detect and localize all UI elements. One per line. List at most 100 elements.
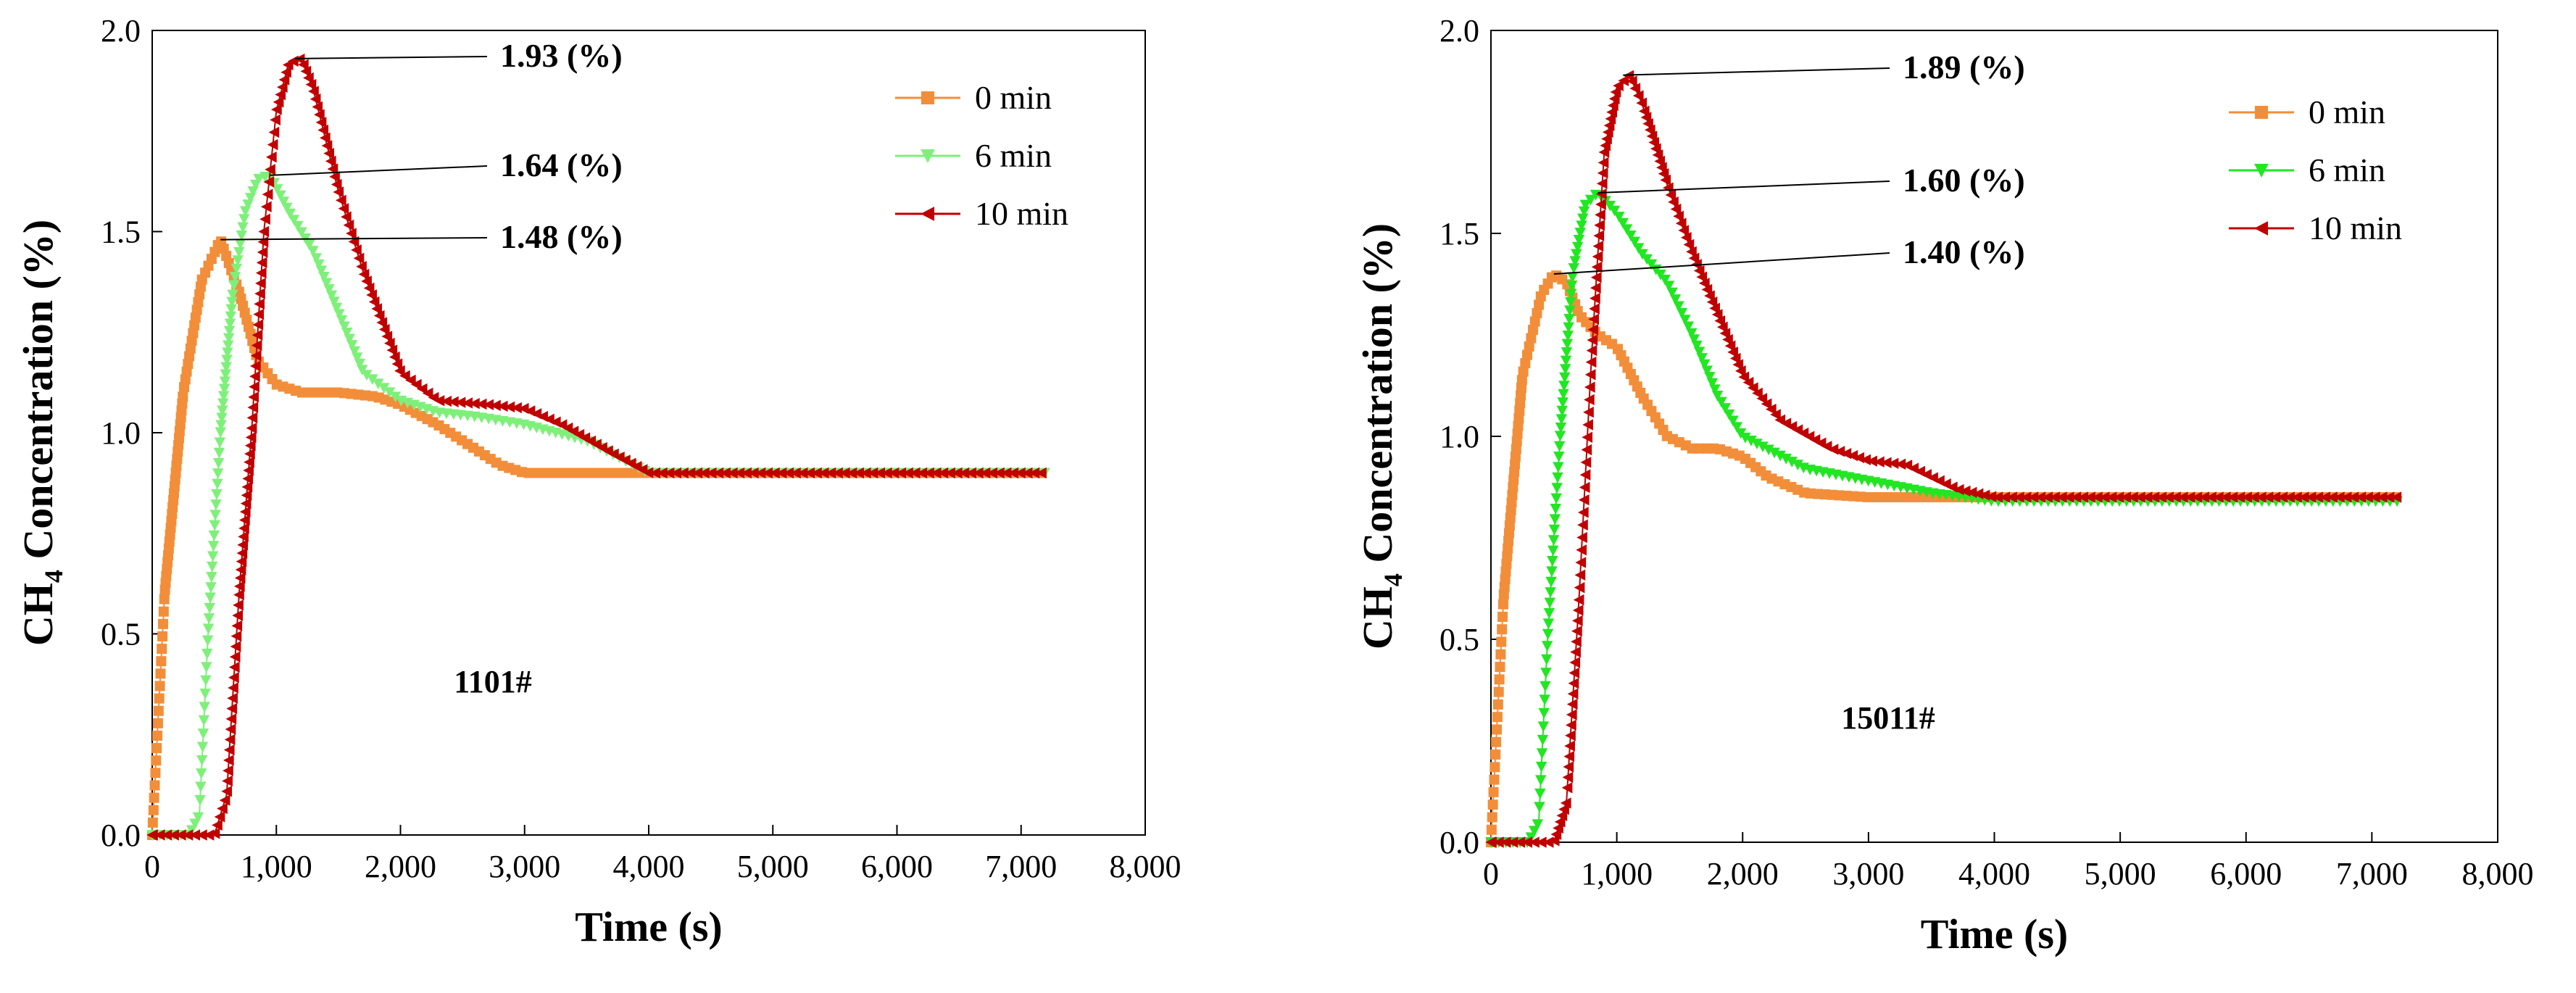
data-point — [152, 730, 163, 741]
data-point — [2362, 491, 2373, 503]
data-point — [1595, 188, 1607, 200]
data-point — [1521, 836, 1533, 848]
data-point — [1535, 761, 1547, 773]
data-point — [1569, 256, 1581, 267]
legend-marker — [921, 149, 935, 163]
data-point — [281, 202, 293, 214]
data-point — [192, 812, 204, 823]
data-point — [1545, 587, 1556, 598]
y-tick-label: 0.5 — [1439, 622, 1479, 657]
legend: 0 min 6 min 10 min — [2229, 94, 2402, 246]
data-point — [1626, 75, 1637, 87]
data-point — [1543, 608, 1555, 619]
data-point — [1663, 281, 1675, 292]
data-point — [230, 263, 242, 275]
data-point — [1601, 133, 1612, 145]
data-point — [394, 365, 405, 377]
x-tick-label: 4,000 — [613, 849, 685, 884]
data-point — [1567, 688, 1579, 699]
data-point — [768, 467, 780, 479]
data-point — [292, 220, 304, 232]
data-point — [1714, 315, 1726, 327]
data-point — [475, 398, 487, 410]
data-point — [1576, 531, 1587, 544]
data-point — [1571, 615, 1583, 627]
data-point — [1594, 220, 1605, 231]
data-point — [1686, 246, 1697, 257]
data-point — [1608, 93, 1620, 104]
data-point — [229, 272, 241, 283]
data-point — [228, 672, 239, 684]
data-point — [381, 331, 393, 342]
data-point — [1581, 444, 1592, 456]
data-point — [1691, 340, 1703, 352]
panel-label: 1101# — [454, 664, 532, 699]
data-point — [1552, 472, 1563, 483]
data-point — [305, 78, 317, 91]
data-point — [2290, 491, 2302, 503]
data-point — [1780, 453, 1792, 465]
data-point — [1734, 365, 1746, 377]
data-point — [1729, 352, 1741, 365]
data-point — [202, 623, 215, 635]
data-point — [1562, 771, 1574, 784]
data-point — [168, 829, 179, 841]
data-point — [1510, 459, 1521, 470]
data-point — [2148, 491, 2160, 503]
x-tick-label: 7,000 — [985, 849, 1057, 884]
data-point — [1659, 274, 1671, 286]
data-point — [1592, 251, 1603, 262]
data-point — [1660, 174, 1671, 186]
data-point — [1555, 422, 1567, 433]
data-point — [1880, 457, 1892, 468]
data-point — [151, 743, 162, 754]
data-point — [965, 467, 976, 479]
data-point — [1652, 149, 1663, 161]
data-point — [238, 214, 250, 225]
data-point — [237, 539, 249, 551]
data-point — [201, 662, 212, 673]
data-point — [1786, 457, 1798, 468]
data-point — [161, 829, 173, 841]
data-point — [196, 741, 209, 753]
data-point — [199, 689, 211, 699]
data-point — [1520, 358, 1531, 369]
data-point — [333, 186, 344, 198]
data-point — [238, 531, 249, 543]
x-axis-label: Time (s) — [575, 903, 723, 950]
data-point — [1488, 786, 1499, 797]
data-point — [232, 255, 244, 267]
data-point — [1566, 281, 1578, 291]
data-point — [349, 346, 360, 357]
data-point — [207, 541, 220, 552]
x-tick-label: 2,000 — [365, 849, 436, 884]
data-point — [1874, 456, 1885, 468]
data-point — [234, 238, 246, 250]
data-point — [923, 467, 934, 479]
data-point — [361, 275, 372, 287]
data-point — [2383, 491, 2395, 503]
data-point — [258, 225, 270, 238]
data-point — [389, 391, 402, 403]
data-point — [249, 381, 259, 393]
data-point — [1584, 369, 1596, 381]
x-tick-label: 1,000 — [1581, 856, 1653, 892]
x-tick-label: 5,000 — [737, 849, 809, 884]
data-point — [1572, 604, 1584, 616]
data-point — [1618, 75, 1629, 86]
data-point — [2277, 491, 2288, 503]
data-point — [2184, 491, 2195, 503]
data-point — [150, 768, 161, 778]
x-tick-label: 7,000 — [2336, 856, 2408, 892]
legend-label: 0 min — [975, 79, 1052, 116]
data-point — [300, 65, 312, 78]
data-point — [217, 398, 229, 410]
data-point — [1610, 86, 1621, 98]
annotation-label: 1.48 (%) — [500, 218, 623, 255]
data-point — [2262, 491, 2274, 503]
data-point — [1887, 457, 1899, 470]
data-point — [832, 467, 843, 479]
data-point — [1516, 383, 1526, 394]
data-point — [1540, 668, 1552, 678]
data-point — [1593, 230, 1605, 241]
